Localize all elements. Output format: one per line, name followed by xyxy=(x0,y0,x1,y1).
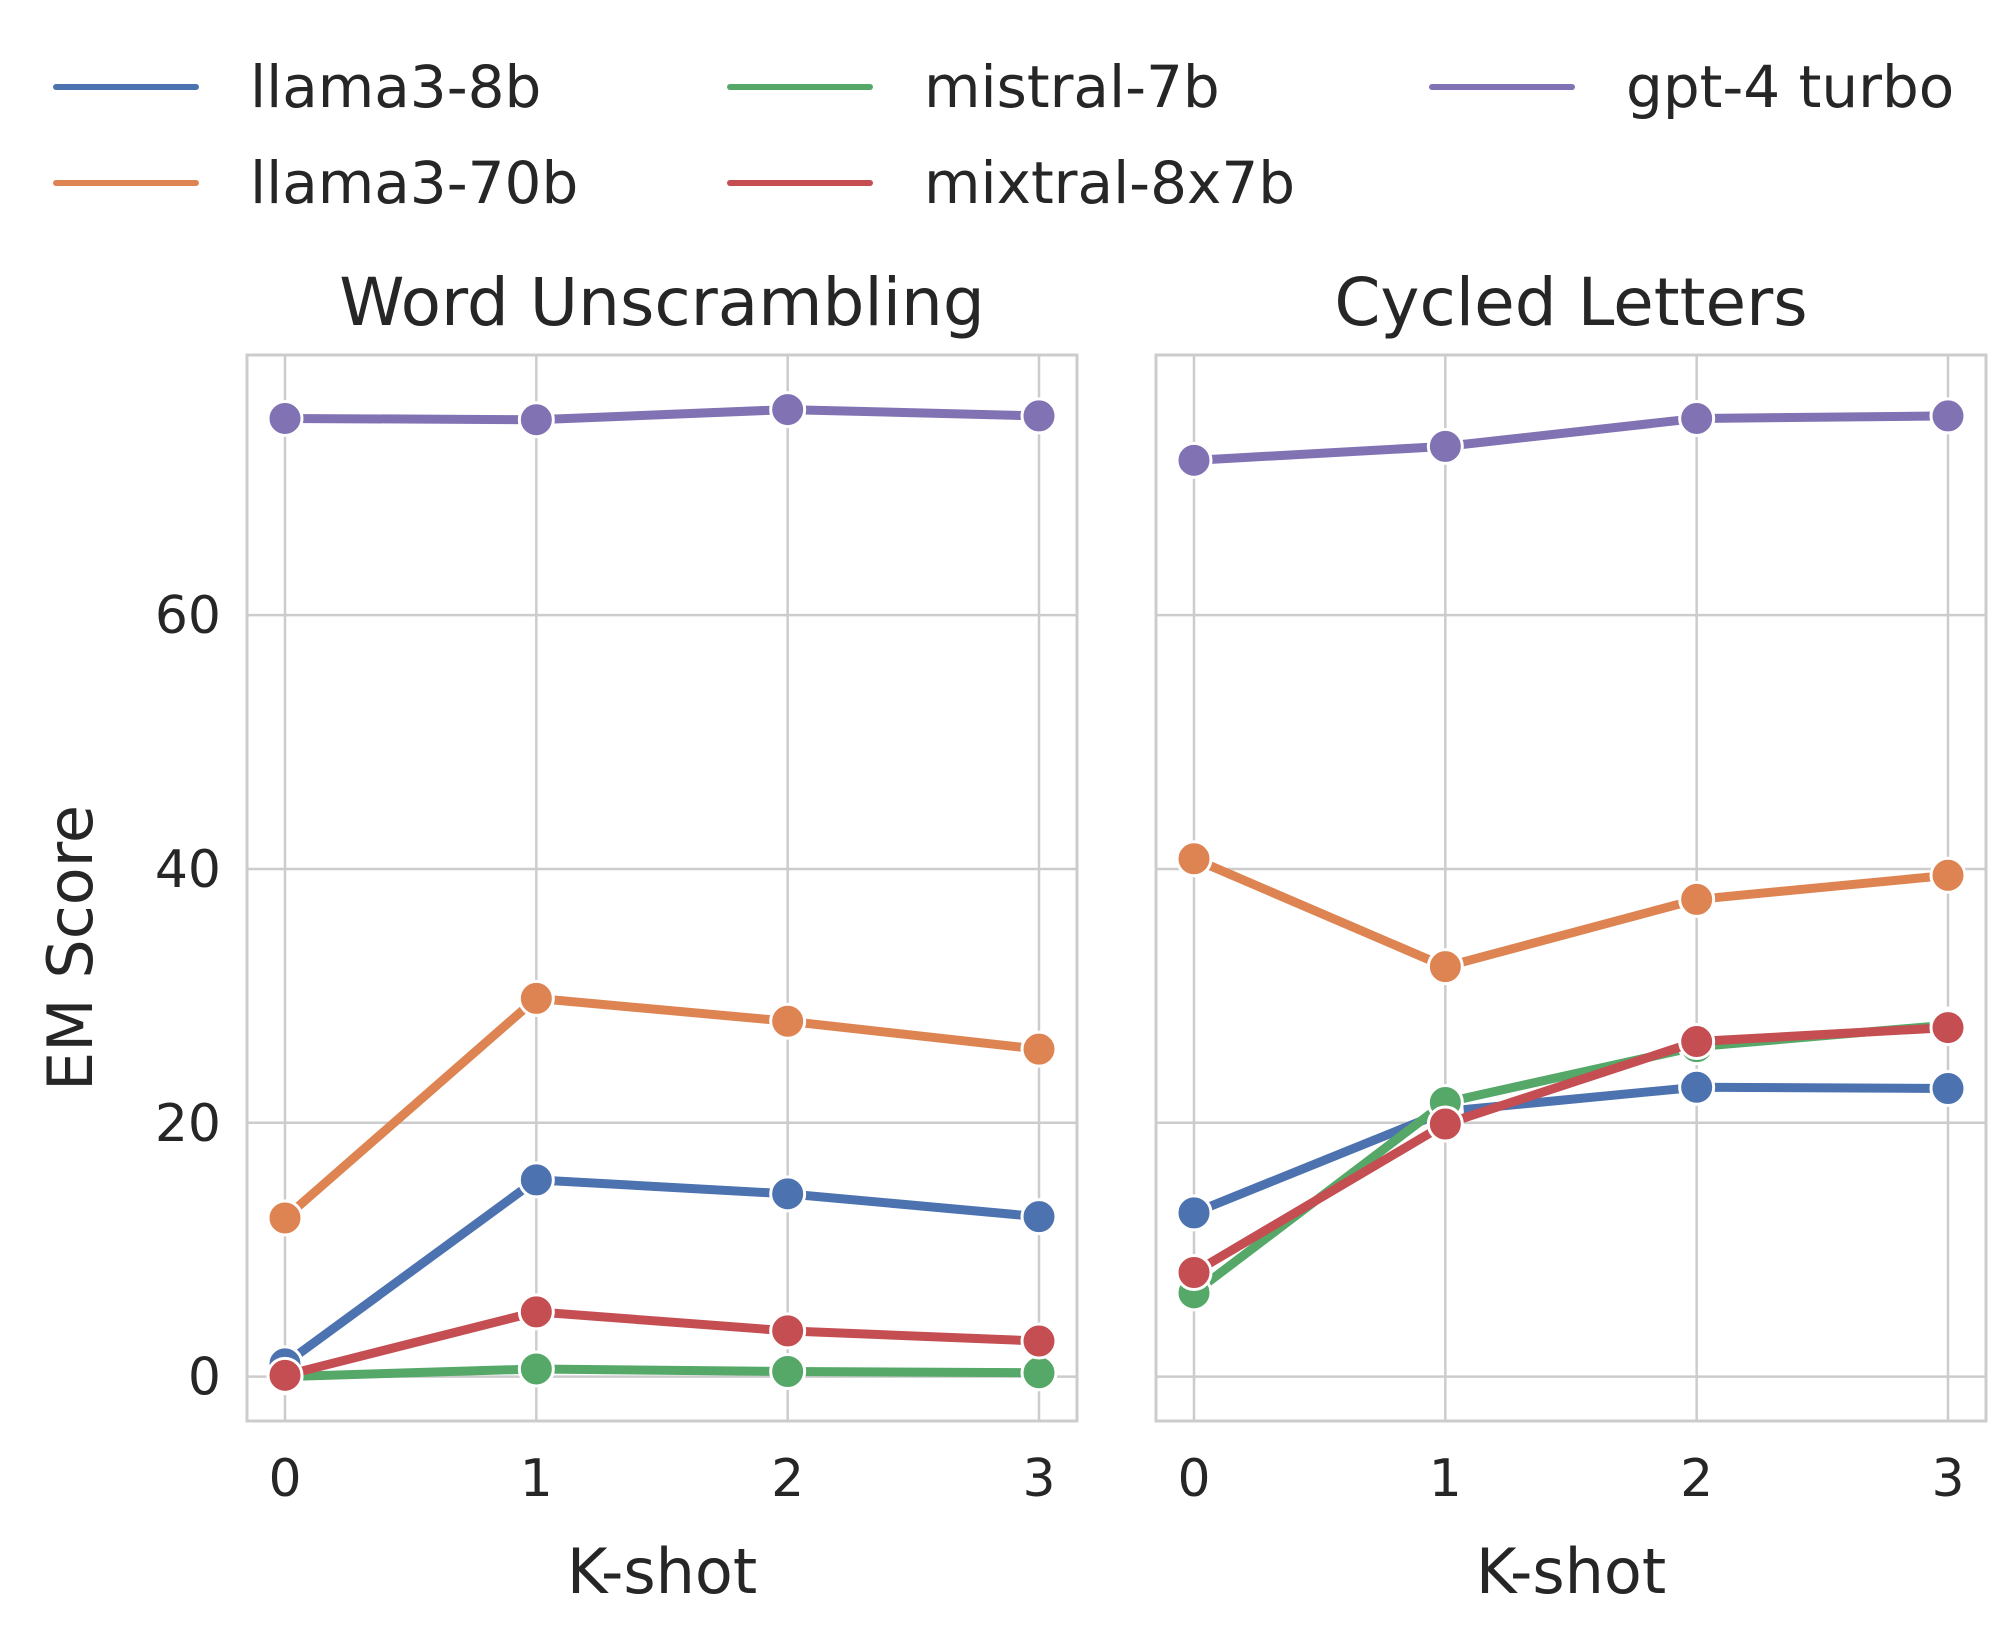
series-mistral-7b xyxy=(1175,1006,1967,1312)
data-point xyxy=(517,979,555,1017)
y-tick-label: 20 xyxy=(155,1094,221,1154)
data-point xyxy=(266,399,304,437)
legend-entry: mistral-7b xyxy=(727,53,1220,121)
series-mixtral-8x7b xyxy=(1175,1009,1967,1292)
series-line xyxy=(280,1175,1044,1369)
series-line xyxy=(1189,1082,1953,1218)
data-point xyxy=(1929,397,1967,435)
panel-0: Word Unscrambling 0 1 2 3 0 20 40 60 K-shot EM Sco… xyxy=(34,264,1079,1608)
data-point xyxy=(1020,1354,1058,1392)
data-point xyxy=(1678,1023,1716,1061)
panel-title: Cycled Letters xyxy=(1334,264,1807,341)
series-line xyxy=(280,405,1044,425)
data-point xyxy=(769,1002,807,1040)
data-point xyxy=(1929,856,1967,894)
series-gpt-4-turbo xyxy=(1175,397,1967,479)
series-llama3-8b xyxy=(1175,1068,1967,1232)
series-mistral-7b xyxy=(266,1350,1058,1396)
y-tick-label: 0 xyxy=(188,1348,221,1408)
y-tick-label: 60 xyxy=(155,586,221,646)
y-tick-label: 40 xyxy=(155,840,221,900)
series-llama3-70b xyxy=(1175,840,1967,986)
data-point xyxy=(1020,397,1058,435)
panel-title: Word Unscrambling xyxy=(339,264,985,341)
series-line xyxy=(1189,411,1953,465)
legend-entry: llama3-8b xyxy=(53,53,541,121)
legend-label: gpt-4 turbo xyxy=(1626,53,1954,121)
data-point xyxy=(1020,1198,1058,1236)
x-tick-label: 2 xyxy=(771,1449,804,1509)
data-point xyxy=(517,1350,555,1388)
series-gpt-4-turbo xyxy=(266,391,1058,439)
data-point xyxy=(1175,441,1213,479)
data-point xyxy=(266,1356,304,1394)
data-point xyxy=(1929,1070,1967,1108)
legend: llama3-8b llama3-70b mistral-7b mixtral-8x7… xyxy=(53,53,1954,217)
series-llama3-8b xyxy=(266,1161,1058,1383)
series-llama3-70b xyxy=(266,979,1058,1237)
axes-frame xyxy=(1154,353,1988,1423)
data-point xyxy=(1678,1068,1716,1106)
data-point xyxy=(1020,1030,1058,1068)
legend-entry: llama3-70b xyxy=(53,149,578,217)
x-tick-label: 3 xyxy=(1931,1449,1964,1509)
panel-1: Cycled Letters 0 1 2 3 K-shot xyxy=(1154,264,1988,1608)
data-point xyxy=(1929,1009,1967,1047)
data-point xyxy=(1678,399,1716,437)
data-point xyxy=(517,1161,555,1199)
data-point xyxy=(1426,1105,1464,1143)
data-point xyxy=(1175,1254,1213,1292)
axes-frame xyxy=(245,353,1079,1423)
legend-entry: mixtral-8x7b xyxy=(727,149,1295,217)
data-point xyxy=(266,1199,304,1237)
y-axis-label: EM Score xyxy=(34,805,107,1091)
data-point xyxy=(1426,948,1464,986)
data-point xyxy=(1175,1194,1213,1232)
x-axis-label: K-shot xyxy=(567,1535,757,1608)
data-point xyxy=(517,401,555,439)
x-tick-label: 0 xyxy=(1177,1449,1210,1509)
x-tick-label: 0 xyxy=(268,1449,301,1509)
x-axis-label: K-shot xyxy=(1476,1535,1666,1608)
series-mixtral-8x7b xyxy=(266,1293,1058,1394)
series-line xyxy=(1189,1023,1953,1278)
legend-label: llama3-8b xyxy=(250,53,541,121)
data-point xyxy=(769,1353,807,1391)
series-line xyxy=(1189,854,1953,972)
series-line xyxy=(280,993,1044,1223)
x-tick-label: 1 xyxy=(520,1449,553,1509)
x-tick-label: 1 xyxy=(1429,1449,1462,1509)
series-line xyxy=(1189,1020,1953,1298)
data-point xyxy=(769,1312,807,1350)
legend-entry: gpt-4 turbo xyxy=(1429,53,1954,121)
data-point xyxy=(1426,427,1464,465)
x-tick-label: 3 xyxy=(1022,1449,1055,1509)
data-point xyxy=(769,1175,807,1213)
x-tick-label: 2 xyxy=(1680,1449,1713,1509)
data-point xyxy=(769,391,807,429)
series-line xyxy=(280,1307,1044,1380)
series-line xyxy=(280,1364,1044,1382)
legend-label: llama3-70b xyxy=(250,149,578,217)
data-point xyxy=(517,1293,555,1331)
data-point xyxy=(1020,1322,1058,1360)
legend-label: mistral-7b xyxy=(924,53,1220,121)
data-point xyxy=(1175,840,1213,878)
legend-label: mixtral-8x7b xyxy=(924,149,1295,217)
data-point xyxy=(1678,880,1716,918)
